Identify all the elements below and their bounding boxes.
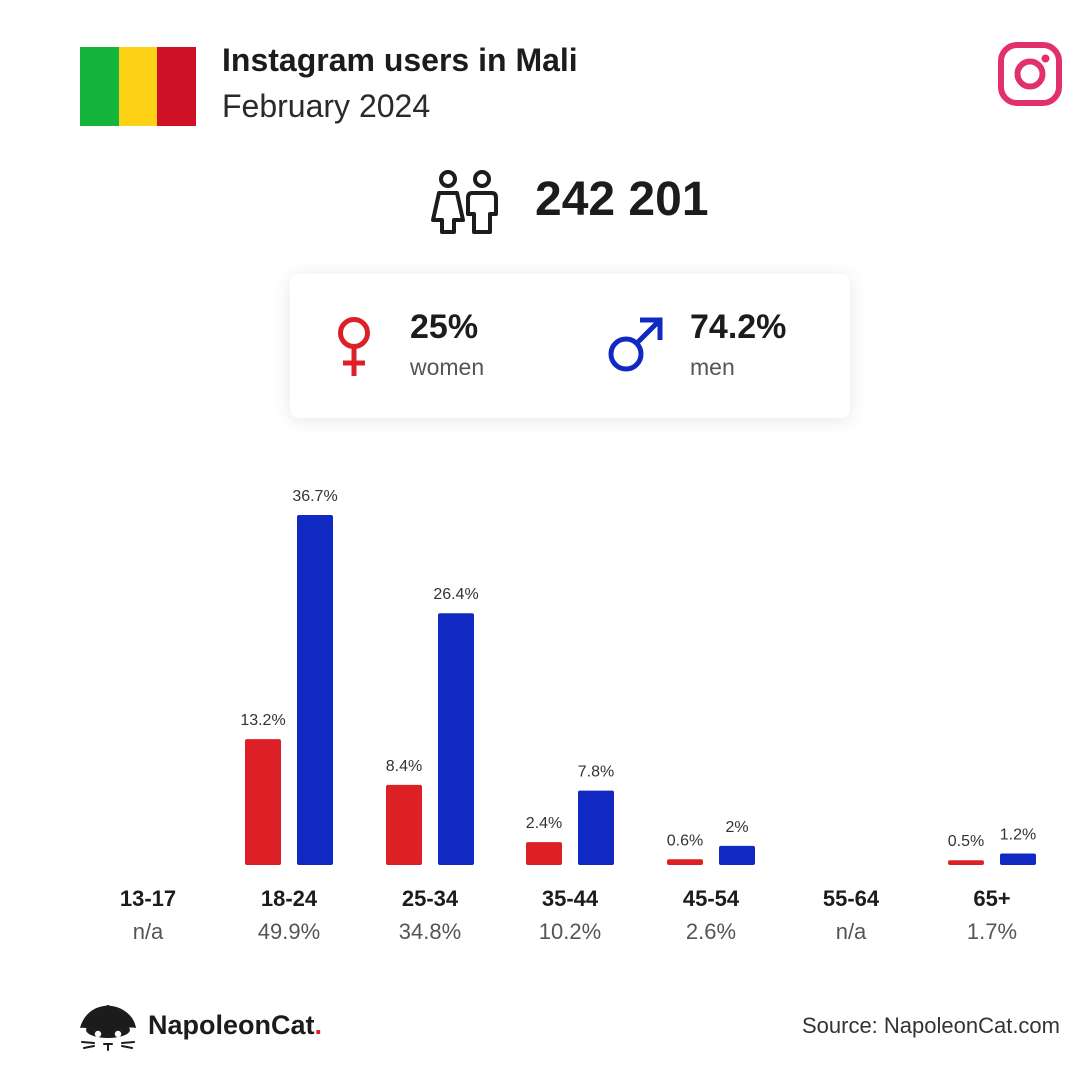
brand-name: NapoleonCat. (148, 1010, 322, 1041)
men-label: men (690, 354, 735, 380)
bar-women-18-24 (245, 739, 281, 865)
napoleoncat-logo-icon (80, 1005, 136, 1051)
bar-women-35-44 (526, 842, 562, 865)
bar-label-women-45-54: 0.6% (667, 832, 703, 849)
flag-stripe-green (80, 47, 119, 126)
bar-men-25-34 (438, 613, 474, 865)
category-total-18-24: 49.9% (258, 919, 320, 944)
bar-label-women-65+: 0.5% (948, 833, 984, 850)
bar-men-65+ (1000, 853, 1036, 865)
flag-stripe-red (157, 47, 197, 126)
flag-stripe-yellow (118, 47, 158, 126)
page-title: Instagram users in Mali (222, 42, 578, 78)
category-total-65+: 1.7% (967, 919, 1017, 944)
bar-label-women-35-44: 2.4% (526, 815, 562, 832)
category-label-45-54: 45-54 (683, 886, 740, 911)
source-credit: Source: NapoleonCat.com (801, 1013, 1060, 1038)
bar-label-men-65+: 1.2% (1000, 827, 1036, 844)
category-label-25-34: 25-34 (402, 886, 459, 911)
women-percent: 25% (410, 308, 479, 346)
page-subtitle: February 2024 (222, 88, 431, 124)
bar-women-25-34 (386, 784, 422, 865)
instagram-icon (998, 42, 1062, 106)
bar-men-35-44 (578, 790, 614, 865)
bar-men-45-54 (719, 845, 755, 865)
male-symbol-icon (608, 317, 663, 372)
age-gender-bar-chart: 13-17 n/a 13.2% 36.7% 18-24 49.9% 8.4% 26.4% 25-… (120, 488, 1036, 944)
category-total-25-34: 34.8% (399, 919, 461, 944)
category-label-65+: 65+ (973, 886, 1010, 911)
female-symbol-icon (338, 317, 370, 376)
total-users: 242 201 (535, 173, 709, 226)
gender-card: 25% women 74.2% men (290, 274, 850, 418)
category-total-55-64: n/a (836, 919, 867, 944)
category-label-35-44: 35-44 (542, 886, 599, 911)
bar-label-women-18-24: 13.2% (240, 712, 285, 729)
category-total-35-44: 10.2% (539, 919, 601, 944)
bar-label-men-35-44: 7.8% (578, 764, 614, 781)
bar-label-men-45-54: 2% (725, 819, 748, 836)
category-label-13-17: 13-17 (120, 886, 176, 911)
bar-label-men-25-34: 26.4% (433, 586, 478, 603)
category-total-45-54: 2.6% (686, 919, 736, 944)
category-label-55-64: 55-64 (823, 886, 880, 911)
bar-men-18-24 (297, 515, 333, 865)
bar-label-women-25-34: 8.4% (386, 758, 422, 775)
women-label: women (410, 354, 485, 380)
men-percent: 74.2% (690, 308, 787, 346)
bar-women-65+ (948, 860, 984, 865)
mali-flag (80, 47, 197, 126)
brand-text: NapoleonCat (148, 1010, 315, 1040)
bar-women-45-54 (667, 859, 703, 865)
category-total-13-17: n/a (133, 919, 164, 944)
category-label-18-24: 18-24 (261, 886, 318, 911)
bar-label-men-18-24: 36.7% (292, 488, 337, 505)
brand-dot: . (314, 1010, 323, 1040)
users-icon (431, 170, 498, 234)
